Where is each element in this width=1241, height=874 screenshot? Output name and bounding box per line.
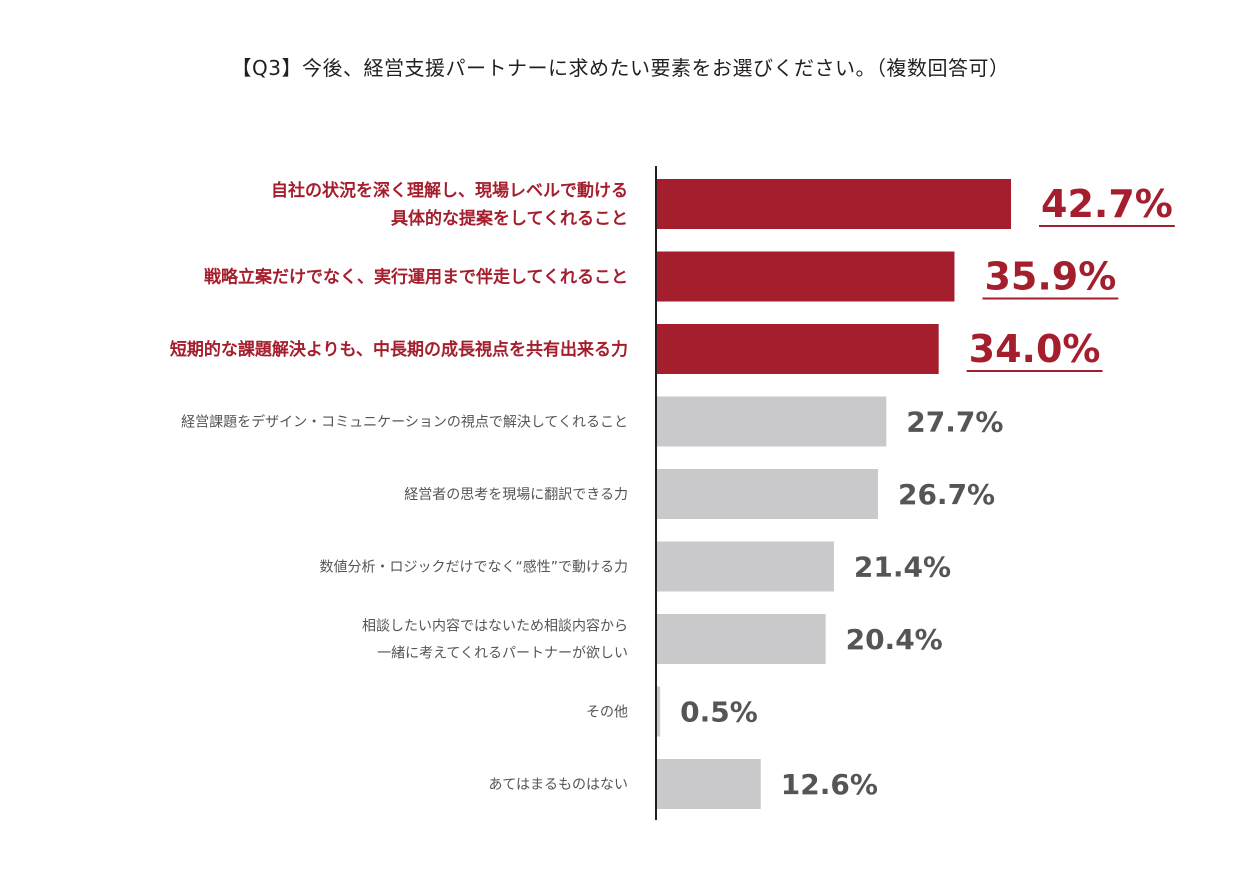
data-label: 21.4% xyxy=(854,551,951,584)
data-label: 42.7% xyxy=(1041,182,1173,226)
data-label: 35.9% xyxy=(984,255,1116,299)
data-label: 34.0% xyxy=(969,327,1101,371)
bar xyxy=(656,179,1011,229)
data-label: 20.4% xyxy=(846,623,943,656)
category-label: 戦略立案だけでなく、実行運用まで伴走してくれること xyxy=(204,267,628,288)
category-label: 自社の状況を深く理解し、現場レベルで動ける具体的な提案をしてくれること xyxy=(271,180,628,229)
category-label: 短期的な課題解決よりも、中長期の成長視点を共有出来る力 xyxy=(170,339,628,360)
category-label: 相談したい内容ではないため相談内容から一緒に考えてくれるパートナーが欲しい xyxy=(362,618,628,662)
bar xyxy=(656,251,955,302)
data-label: 26.7% xyxy=(898,478,995,511)
data-label: 0.5% xyxy=(680,696,758,729)
bar xyxy=(656,324,939,374)
category-label: あてはまるものはない xyxy=(489,777,628,793)
bar xyxy=(656,759,761,809)
bar xyxy=(656,614,826,664)
chart-title: 【Q3】今後、経営支援パートナーに求めたい要素をお選びください。（複数回答可） xyxy=(231,56,1010,80)
data-label: 12.6% xyxy=(781,768,878,801)
bar xyxy=(656,541,834,592)
category-label: 数値分析・ロジックだけでなく“感性”で動ける力 xyxy=(319,559,628,576)
bar xyxy=(656,396,887,447)
bar xyxy=(656,686,661,737)
category-label: 経営者の思考を現場に翻訳できる力 xyxy=(404,487,628,503)
category-label: 経営課題をデザイン・コミュニケーションの視点で解決してくれること xyxy=(181,414,628,431)
bar xyxy=(656,469,878,519)
category-label: その他 xyxy=(586,705,628,721)
data-label: 27.7% xyxy=(906,406,1003,439)
